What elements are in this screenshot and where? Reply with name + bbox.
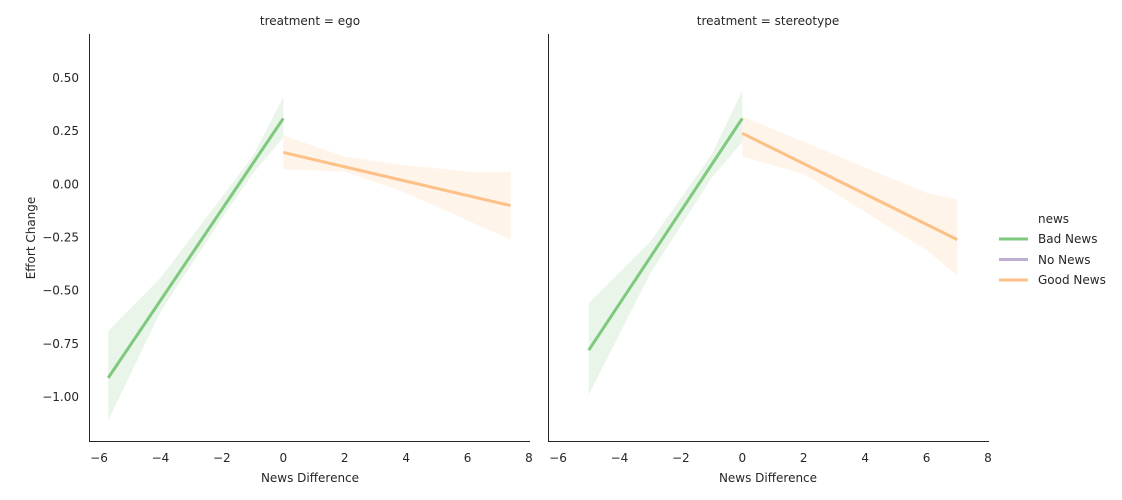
x-tick-label: 8 (525, 451, 533, 465)
x-tick-label: 6 (923, 451, 931, 465)
panel-title-ego: treatment = ego (260, 14, 360, 28)
x-ticks-ego: −6 −4 −2 0 2 4 6 8 (90, 451, 533, 465)
panel-ego: −6 −4 −2 0 2 4 6 8 0.50 0.25 0.00 −0.25 −0.50 −0.75 −… (24, 14, 533, 485)
line-good-news (741, 131, 958, 241)
x-tick-label: 0 (279, 451, 287, 465)
y-tick-label: 0.00 (52, 177, 79, 191)
x-tick-label: 6 (464, 451, 472, 465)
y-axis-label: Effort Change (24, 197, 38, 280)
x-axis-label-stereotype: News Difference (719, 471, 817, 485)
x-tick-label: 8 (984, 451, 992, 465)
x-tick-label: −6 (90, 451, 108, 465)
x-tick-label: 2 (800, 451, 808, 465)
series-lines-ego (106, 117, 511, 379)
ci-band-bad-news (588, 90, 743, 395)
x-tick-label: −2 (672, 451, 690, 465)
y-tick-label: 0.50 (52, 71, 79, 85)
ci-band-good-news (742, 116, 958, 276)
ci-band-bad-news (108, 97, 284, 421)
panel-stereotype: −6 −4 −2 0 2 4 6 8 treatment = stereotype News … (548, 14, 992, 485)
legend-label-good-news: Good News (1038, 273, 1106, 287)
x-axis-label-ego: News Difference (261, 471, 359, 485)
panel-title-stereotype: treatment = stereotype (697, 14, 839, 28)
series-lines-stereotype (587, 117, 958, 352)
line-bad-news (587, 117, 744, 352)
x-tick-label: −2 (213, 451, 231, 465)
x-ticks-stereotype: −6 −4 −2 0 2 4 6 8 (549, 451, 992, 465)
legend-entry-no-news: No News (999, 253, 1091, 267)
legend-title: news (1038, 212, 1069, 226)
legend-entry-good-news: Good News (999, 273, 1106, 287)
y-tick-label: 0.25 (52, 124, 79, 138)
y-tick-label: −0.75 (42, 337, 79, 351)
ci-bands-ego (108, 97, 511, 421)
ci-band-good-news (283, 135, 511, 240)
y-tick-label: −0.50 (42, 284, 79, 298)
legend-label-no-news: No News (1038, 253, 1091, 267)
x-tick-label: −6 (549, 451, 567, 465)
x-tick-label: −4 (152, 451, 170, 465)
y-ticks-ego: 0.50 0.25 0.00 −0.25 −0.50 −0.75 −1.00 (42, 71, 79, 404)
x-tick-label: 4 (861, 451, 869, 465)
legend-entry-bad-news: Bad News (999, 232, 1097, 246)
x-tick-label: 0 (738, 451, 746, 465)
x-tick-label: 4 (402, 451, 410, 465)
y-tick-label: −1.00 (42, 390, 79, 404)
legend-label-bad-news: Bad News (1038, 232, 1097, 246)
ci-bands-stereotype (588, 90, 958, 395)
line-good-news (282, 150, 511, 208)
line-bad-news (106, 117, 285, 379)
y-tick-label: −0.25 (42, 231, 79, 245)
x-tick-label: 2 (341, 451, 349, 465)
legend: news Bad News No News Good News (999, 212, 1106, 287)
x-tick-label: −4 (611, 451, 629, 465)
